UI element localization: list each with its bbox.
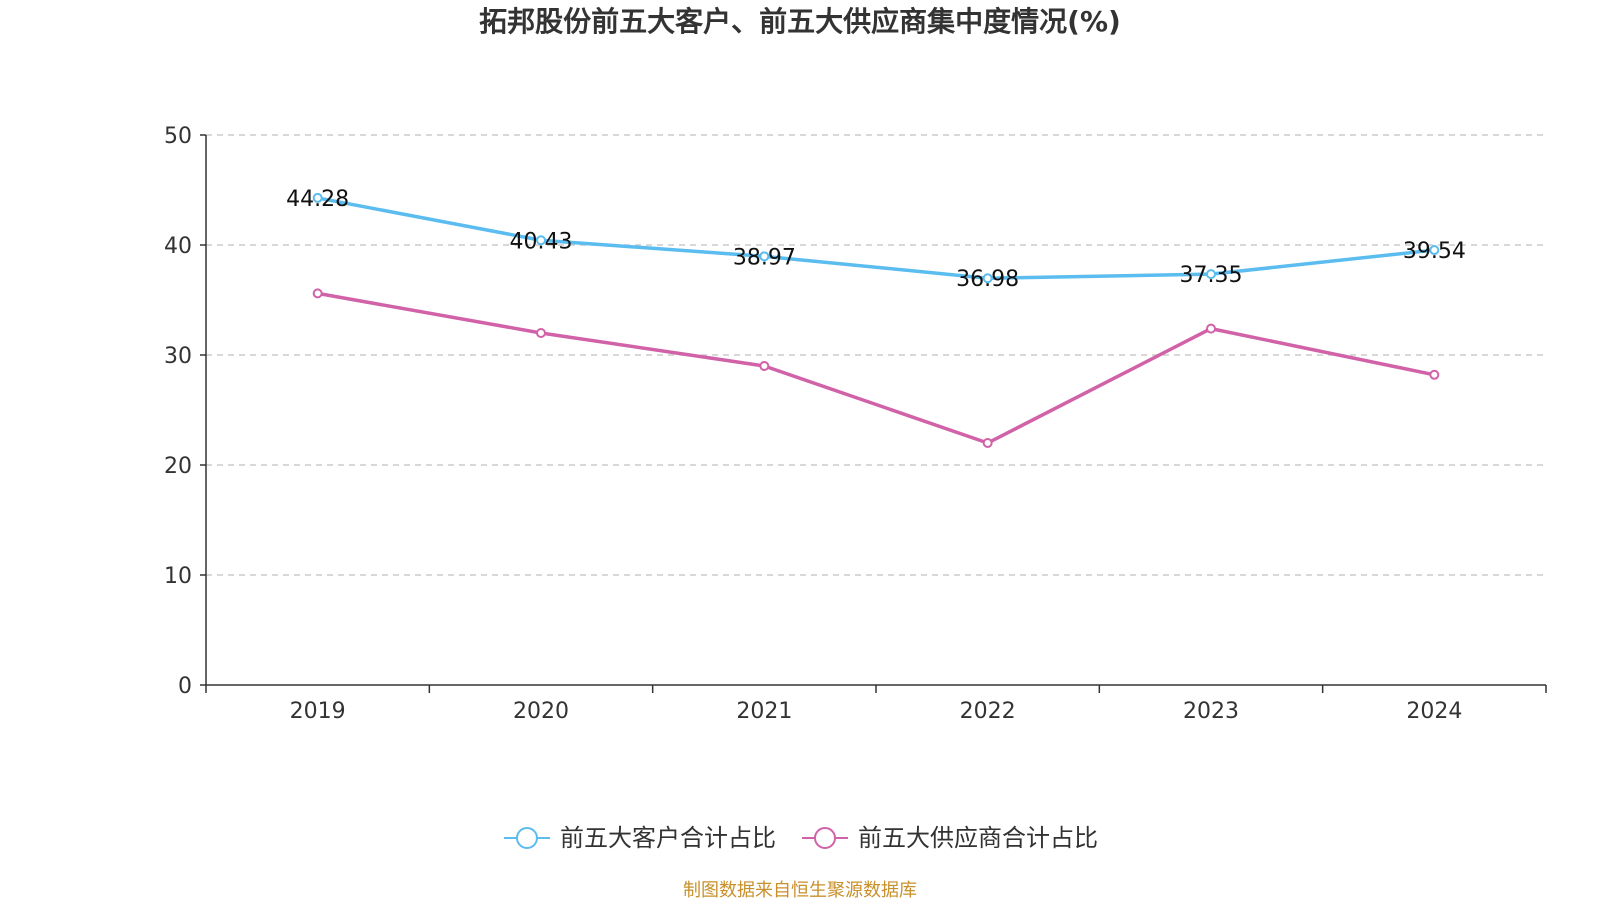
legend-item-customers[interactable]: 前五大客户合计占比 [502,823,776,853]
x-tick-label-2020: 2020 [513,699,569,724]
data-label-0-2023: 37.35 [1180,263,1243,288]
y-tick-label-50: 50 [164,124,192,149]
legend-item-suppliers[interactable]: 前五大供应商合计占比 [800,823,1098,853]
legend-label-customers: 前五大客户合计占比 [560,824,776,852]
data-label-0-2019: 44.28 [286,187,349,212]
y-tick-label-40: 40 [164,234,192,259]
data-label-layer: 44.28 40.43 38.97 36.98 37.35 39.54 [286,187,1466,292]
legend-label-suppliers: 前五大供应商合计占比 [858,824,1098,852]
grid-layer [206,134,1546,576]
series-0-point-2023 [1206,269,1216,280]
x-tick-label-2021: 2021 [736,699,792,724]
data-label-0-2022: 36.98 [956,267,1019,292]
series-1-point-2020 [536,328,546,338]
series-1-point-2024 [1429,369,1440,380]
series-0-point-2021 [759,251,770,262]
y-tick-label-10: 10 [164,564,192,589]
x-tick-label-2024: 2024 [1406,699,1462,724]
x-tick-label-2022: 2022 [960,699,1016,724]
x-tick-label-2019: 2019 [290,699,346,724]
y-tick-label-30: 30 [164,344,192,369]
y-tick-label-20: 20 [164,454,192,479]
data-label-0-2021: 38.97 [733,245,796,270]
series-1-point-2021 [759,361,770,371]
legend: 前五大客户合计占比 前五大供应商合计占比 [0,823,1600,853]
data-label-0-2020: 40.43 [510,229,573,254]
legend-marker-customers-icon [504,827,550,849]
series-line-0 [317,196,1435,280]
y-tick-label-0: 0 [178,674,192,699]
series-0-point-2019 [312,192,323,203]
series-line-1 [317,291,1435,445]
series-0-point-2020 [536,235,546,246]
series-1-point-2022 [982,438,993,448]
series-1-point-2023 [1206,323,1216,334]
series-layer [312,192,1440,448]
legend-marker-suppliers-icon [802,827,848,849]
chart-title: 拓邦股份前五大客户、前五大供应商集中度情况(%) [479,5,1121,38]
series-0-point-2024 [1429,245,1440,256]
data-label-0-2024: 39.54 [1403,239,1466,264]
series-0-point-2022 [982,273,993,284]
series-1-point-2019 [312,288,323,299]
source-note: 制图数据来自恒生聚源数据库 [683,880,917,901]
x-tick-label-2023: 2023 [1183,699,1239,724]
axis-layer: 0 10 20 30 40 50 2019 2020 2021 2022 2023 2024 [164,124,1547,724]
